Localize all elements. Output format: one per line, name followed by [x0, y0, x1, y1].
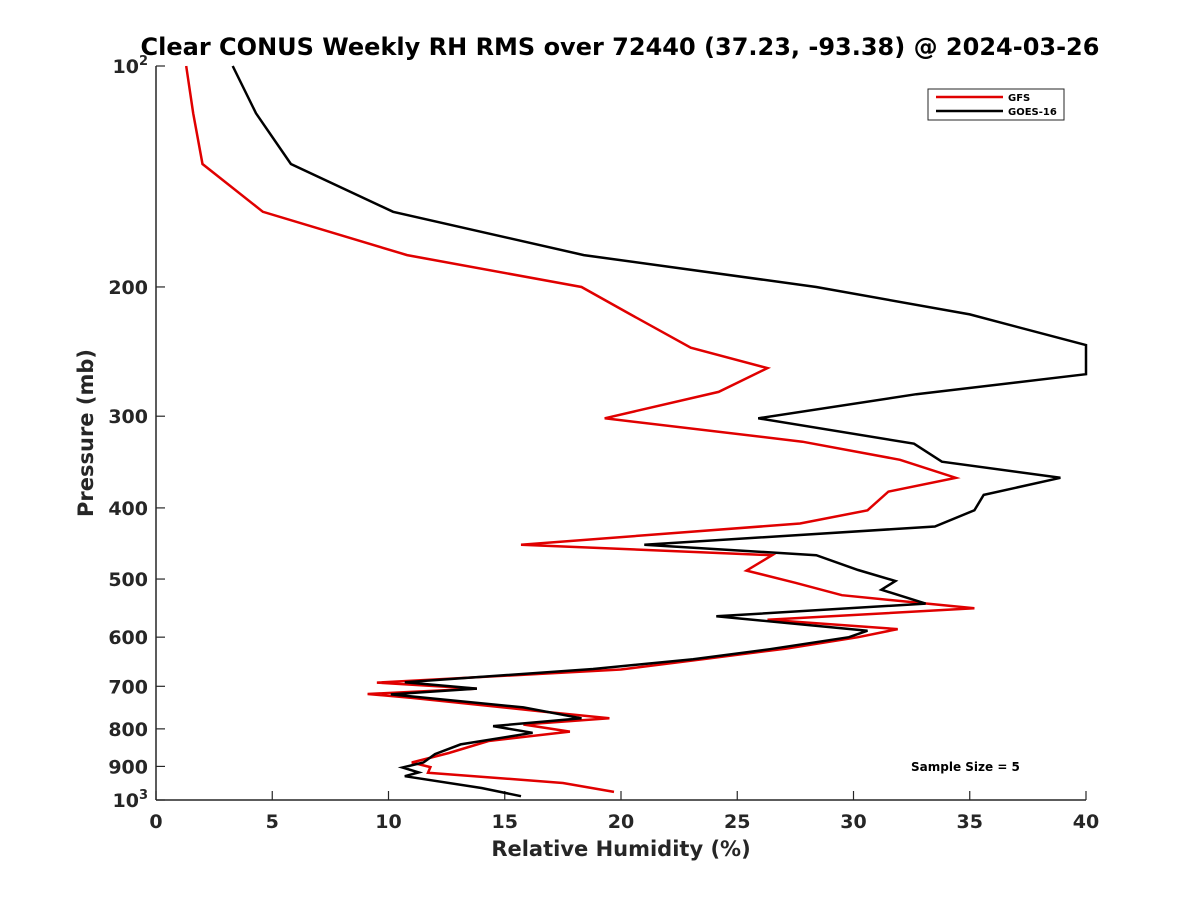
- x-tick-label: 25: [724, 811, 750, 833]
- y-tick-base: 10: [113, 56, 139, 78]
- y-tick-label: 102: [113, 54, 149, 78]
- y-tick-label: 700: [108, 676, 148, 698]
- y-tick-label: 900: [108, 756, 148, 778]
- y-tick-base: 10: [113, 790, 139, 812]
- x-tick-label: 40: [1073, 811, 1099, 833]
- legend-label-gfs: GFS: [1008, 93, 1030, 104]
- x-tick-label: 35: [957, 811, 983, 833]
- y-tick-label: 400: [108, 498, 148, 520]
- x-tick-label: 30: [840, 811, 866, 833]
- legend-label-goes-16: GOES-16: [1008, 107, 1057, 118]
- y-tick-label: 800: [108, 719, 148, 741]
- series-line-goes-16: [231, 65, 1088, 798]
- y-tick-label: 500: [108, 569, 148, 591]
- y-tick-label: 600: [108, 627, 148, 649]
- x-tick-label: 20: [608, 811, 634, 833]
- y-tick-label: 103: [113, 788, 149, 812]
- x-ticks: 0 5 10 15 20 25 30 35 40: [149, 791, 1099, 833]
- legend: GFS GOES-16: [927, 88, 1065, 121]
- plot-axes: [155, 66, 1086, 801]
- x-tick-label: 15: [492, 811, 518, 833]
- x-tick-label: 5: [266, 811, 279, 833]
- y-tick-label: 300: [108, 406, 148, 428]
- sample-size-annotation: Sample Size = 5: [911, 760, 1020, 774]
- x-axis-label: Relative Humidity (%): [491, 837, 750, 861]
- y-tick-label: 200: [108, 277, 148, 299]
- series-line-gfs: [184, 65, 975, 794]
- x-tick-label: 10: [375, 811, 401, 833]
- x-tick-label: 0: [149, 811, 162, 833]
- y-tick-exponent: 3: [139, 788, 148, 803]
- legend-box: [927, 88, 1065, 121]
- y-axis-label: Pressure (mb): [74, 349, 98, 517]
- series-layer: [184, 65, 1088, 798]
- y-tick-exponent: 2: [139, 54, 148, 69]
- chart-title: Clear CONUS Weekly RH RMS over 72440 (37…: [141, 33, 1100, 61]
